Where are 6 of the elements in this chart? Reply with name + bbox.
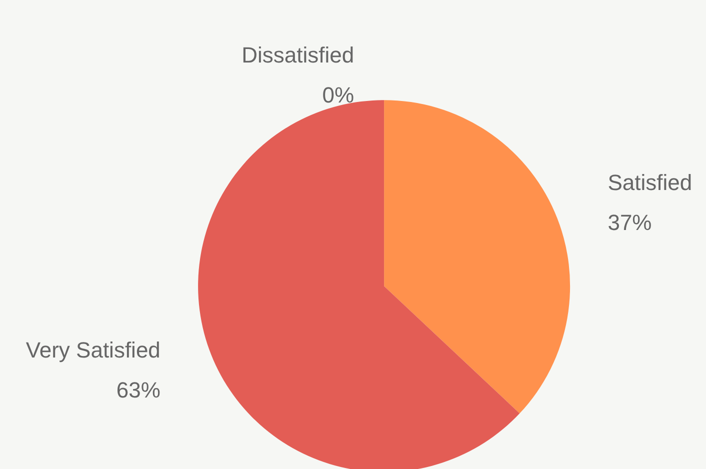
- category-label: Dissatisfied: [242, 42, 354, 68]
- text: 0%: [322, 82, 354, 108]
- data-label: 63%: [116, 377, 160, 402]
- slice-label: Very Satisfied: [26, 337, 160, 362]
- data-label: 37%: [608, 210, 652, 235]
- slice-label: Satisfied: [608, 170, 692, 195]
